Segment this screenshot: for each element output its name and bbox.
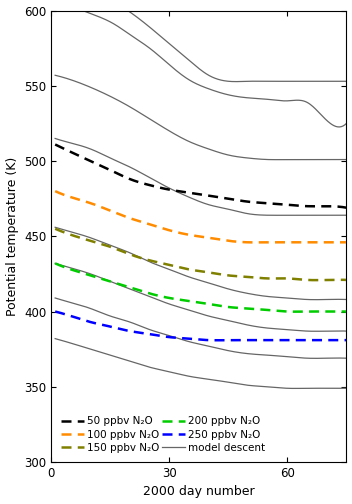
Y-axis label: Potential temperature (K): Potential temperature (K) [6, 157, 19, 316]
X-axis label: 2000 day number: 2000 day number [143, 485, 254, 498]
Legend: 50 ppbv N₂O, 100 ppbv N₂O, 150 ppbv N₂O, 200 ppbv N₂O, 250 ppbv N₂O, model desce: 50 ppbv N₂O, 100 ppbv N₂O, 150 ppbv N₂O,… [56, 412, 270, 457]
